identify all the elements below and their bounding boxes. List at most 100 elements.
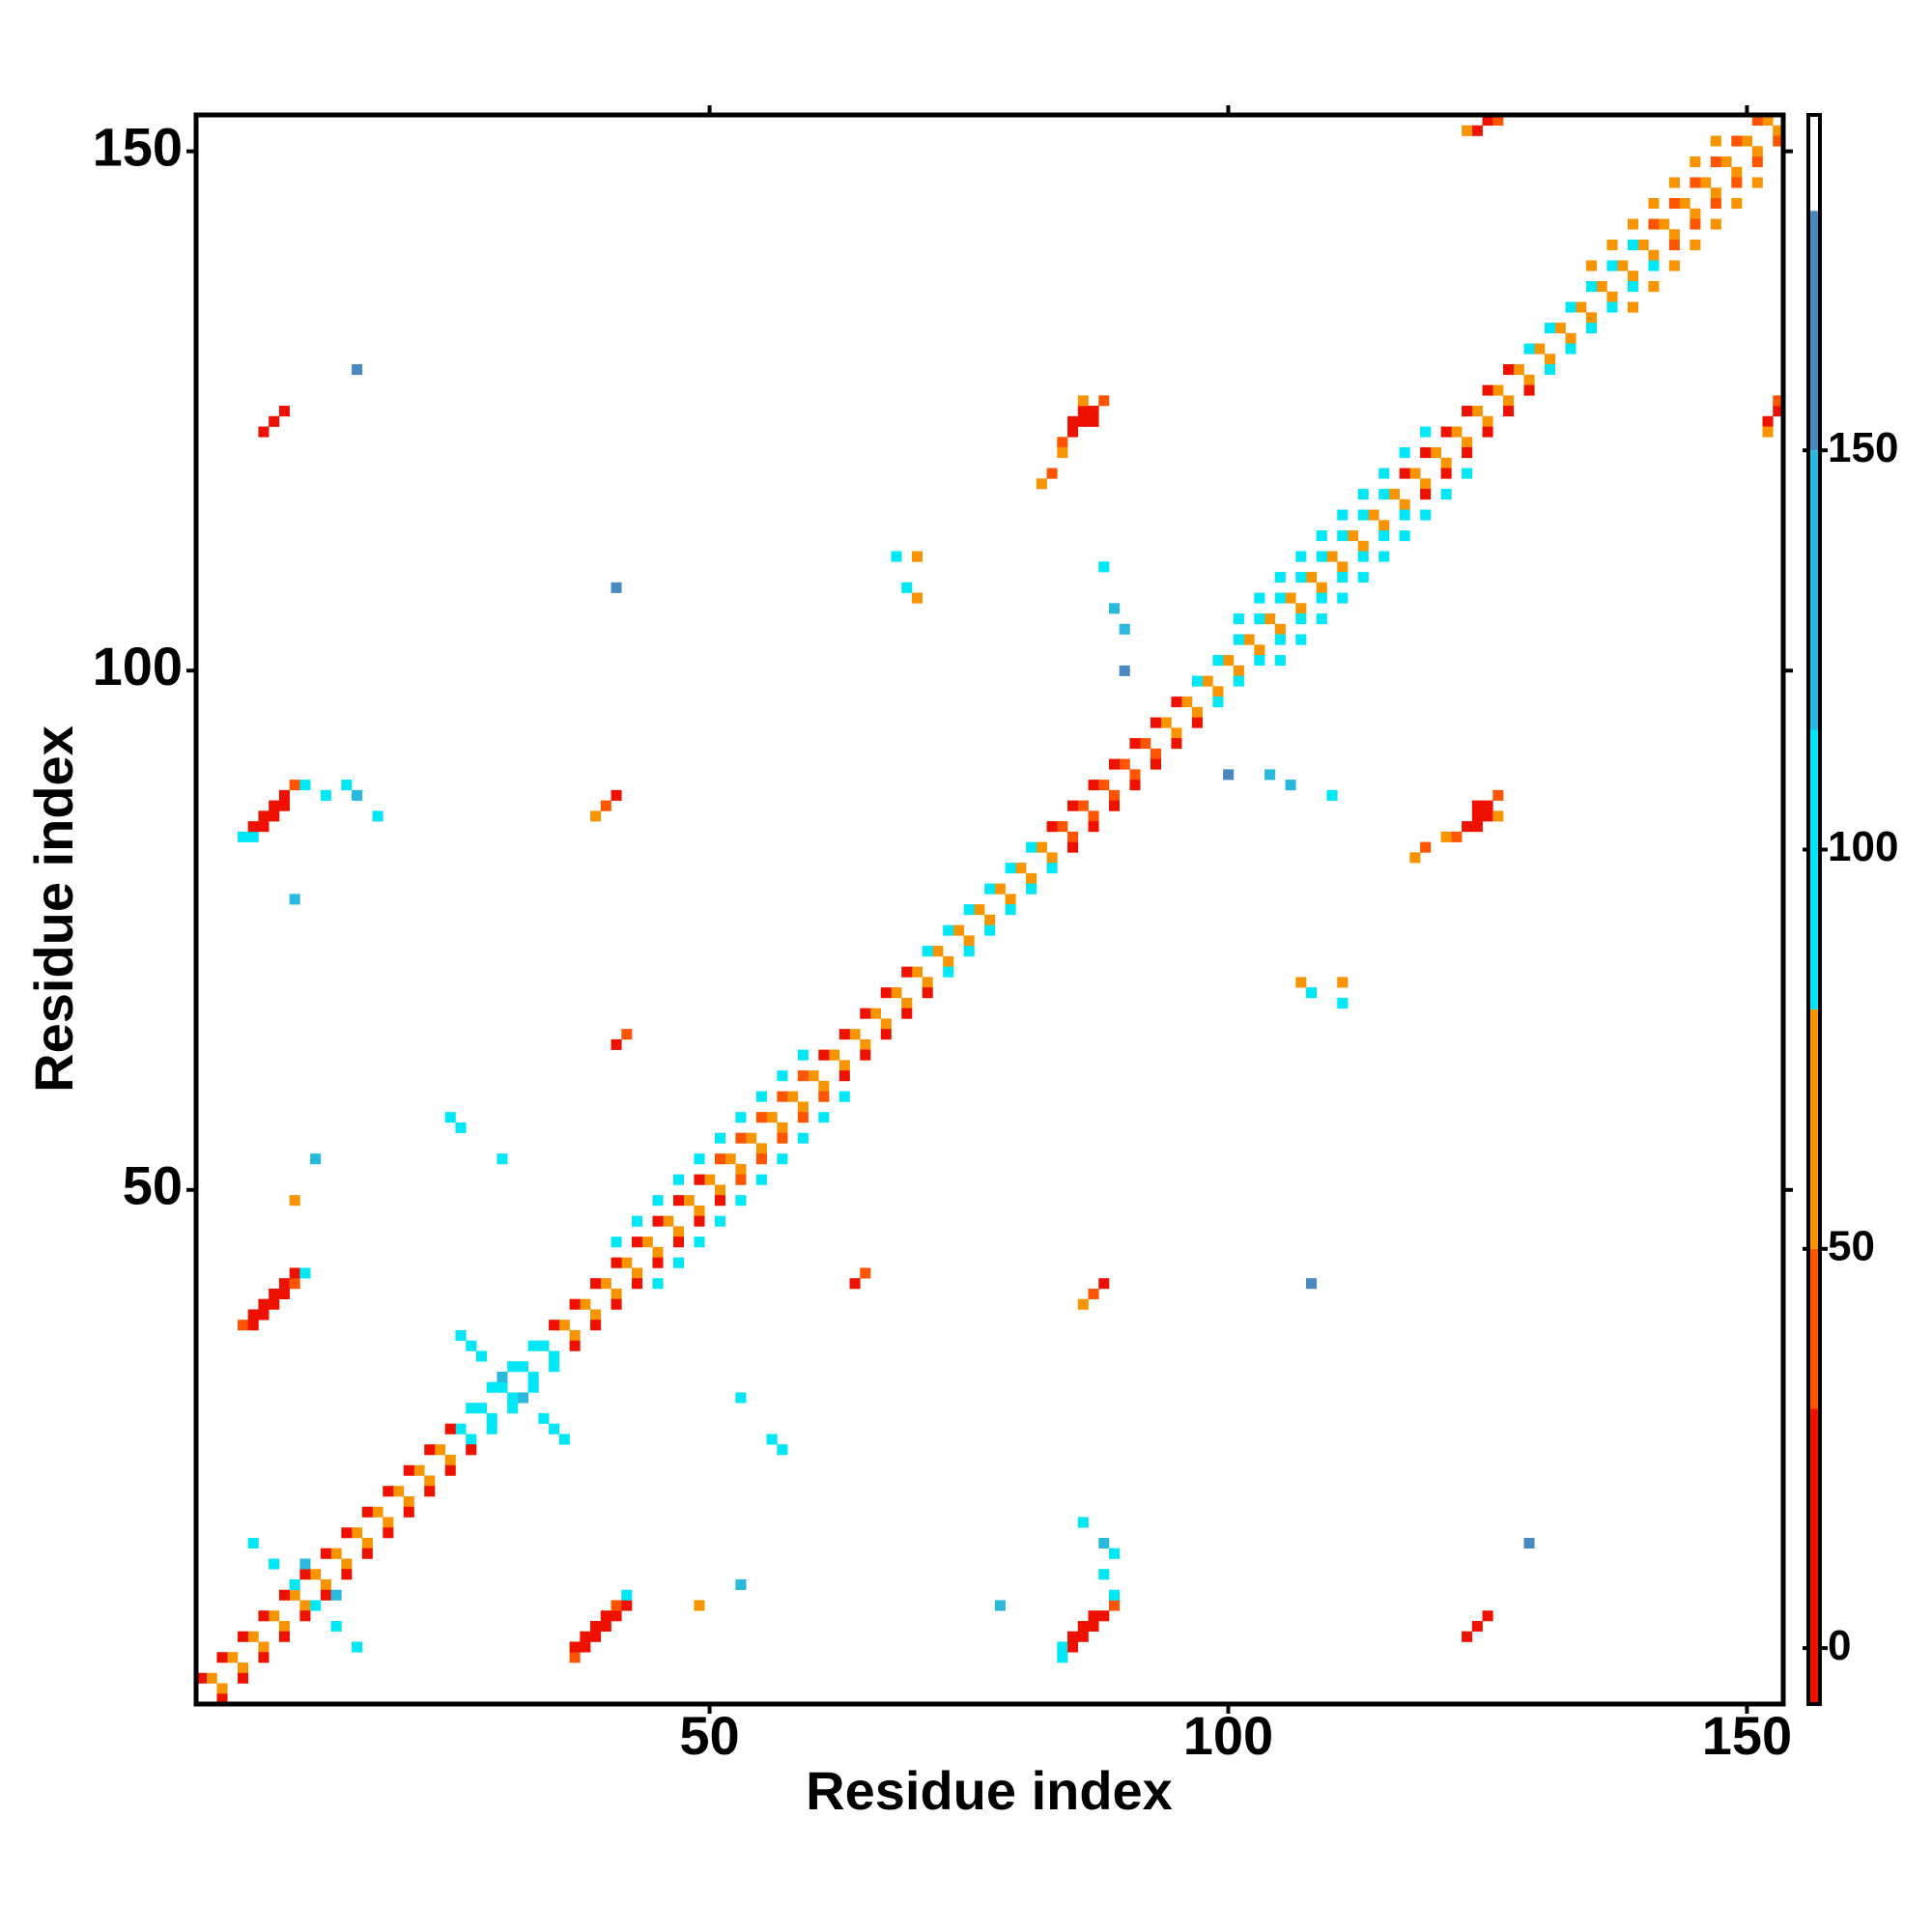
heatmap-cell	[611, 1288, 622, 1299]
heatmap-cell	[1690, 208, 1701, 219]
y-tick-label: 50	[123, 1155, 183, 1216]
heatmap-cell	[1005, 894, 1016, 905]
heatmap-cell	[1378, 468, 1390, 479]
heatmap-cell	[1077, 1620, 1089, 1633]
heatmap-cell	[1534, 343, 1546, 355]
heatmap-cell	[1316, 530, 1327, 542]
heatmap-cell	[652, 1246, 664, 1258]
heatmap-cell	[1254, 655, 1265, 667]
heatmap-cell	[1471, 125, 1483, 136]
heatmap-cell	[1046, 852, 1058, 864]
heatmap-cell	[1471, 810, 1483, 822]
heatmap-cell	[922, 977, 933, 988]
heatmap-cell	[320, 1548, 331, 1559]
heatmap-cell	[278, 800, 290, 811]
heatmap-cell	[1378, 489, 1390, 500]
heatmap-cell	[206, 1672, 217, 1684]
heatmap-cell	[299, 1558, 311, 1570]
heatmap-cell	[247, 831, 259, 842]
heatmap-cell	[1347, 530, 1359, 542]
heatmap-cell	[1420, 478, 1432, 490]
heatmap-cell	[444, 1423, 456, 1435]
heatmap-cell	[310, 1153, 322, 1165]
heatmap-cell	[580, 1641, 591, 1653]
heatmap-cell	[269, 1610, 280, 1622]
heatmap-cell	[289, 1589, 300, 1601]
heatmap-cell	[590, 1320, 602, 1331]
heatmap-cell	[1523, 374, 1535, 385]
heatmap-cell	[838, 1060, 850, 1071]
heatmap-cell	[1565, 301, 1577, 313]
heatmap-cell	[1326, 789, 1338, 801]
heatmap-cell	[694, 1153, 705, 1165]
heatmap-cell	[289, 1578, 300, 1591]
heatmap-cell	[1606, 260, 1618, 271]
heatmap-cell	[1233, 665, 1244, 676]
heatmap-cell	[1368, 509, 1379, 521]
heatmap-cell	[1731, 177, 1743, 188]
heatmap-cell	[361, 1506, 373, 1518]
heatmap-cell	[1378, 520, 1390, 531]
heatmap-cell	[901, 997, 913, 1009]
heatmap-cell	[621, 1600, 633, 1611]
heatmap-cell	[569, 1340, 581, 1351]
heatmap-cell	[1773, 135, 1784, 147]
heatmap-cell	[1067, 841, 1079, 853]
heatmap-cell	[735, 1578, 747, 1591]
heatmap-cell	[943, 955, 954, 967]
heatmap-cell	[1731, 135, 1743, 147]
heatmap-cell	[1731, 166, 1743, 178]
heatmap-cell	[527, 1381, 539, 1393]
heatmap-cell	[1659, 218, 1670, 230]
heatmap-cell	[1710, 198, 1721, 210]
heatmap-cell	[922, 987, 933, 999]
heatmap-cell	[1108, 758, 1121, 770]
heatmap-cell	[299, 1267, 311, 1279]
heatmap-cell	[901, 966, 913, 978]
heatmap-cell	[1545, 354, 1556, 365]
heatmap-cell	[424, 1444, 436, 1456]
heatmap-cell	[952, 924, 964, 936]
heatmap-cell	[424, 1486, 436, 1497]
heatmap-cell	[652, 1278, 664, 1290]
heatmap-cell	[1762, 415, 1774, 427]
heatmap-cell	[1098, 1537, 1110, 1549]
heatmap-cell	[1067, 1631, 1079, 1642]
heatmap-cell	[797, 1101, 809, 1113]
heatmap-cell	[652, 1215, 664, 1227]
heatmap-cell	[694, 1205, 705, 1216]
heatmap-cell	[258, 426, 270, 438]
heatmap-cell	[1648, 249, 1660, 261]
heatmap-cell	[1710, 218, 1721, 230]
heatmap-cell	[1430, 447, 1441, 459]
heatmap-cell	[393, 1486, 405, 1497]
heatmap-cell	[341, 1558, 353, 1570]
heatmap-cell	[1098, 780, 1110, 791]
heatmap-cell	[1316, 613, 1327, 625]
heatmap-cells	[196, 115, 1784, 1705]
heatmap-cell	[611, 789, 622, 801]
heatmap-cell	[1731, 198, 1743, 210]
heatmap-cell	[1482, 426, 1493, 438]
heatmap-cell	[413, 1464, 425, 1476]
heatmap-cell	[1088, 406, 1099, 417]
heatmap-cell	[1088, 780, 1099, 791]
heatmap-cell	[1077, 800, 1089, 811]
heatmap-cell	[766, 1434, 778, 1445]
heatmap-cell	[1482, 810, 1493, 822]
heatmap-cell	[1668, 240, 1680, 251]
heatmap-cell	[621, 1589, 633, 1601]
heatmap-cell	[1637, 240, 1649, 251]
heatmap-cell	[403, 1506, 414, 1518]
heatmap-cell	[1462, 125, 1473, 136]
heatmap-cell	[289, 1278, 300, 1290]
heatmap-cell	[1492, 115, 1504, 127]
colorbar-segment	[1808, 729, 1820, 1009]
heatmap-cell	[1492, 384, 1504, 396]
heatmap-cell	[1668, 229, 1680, 241]
heatmap-cell	[320, 789, 331, 801]
heatmap-cell	[1088, 810, 1099, 822]
heatmap-cell	[1067, 426, 1079, 438]
heatmap-cell	[1191, 675, 1203, 687]
